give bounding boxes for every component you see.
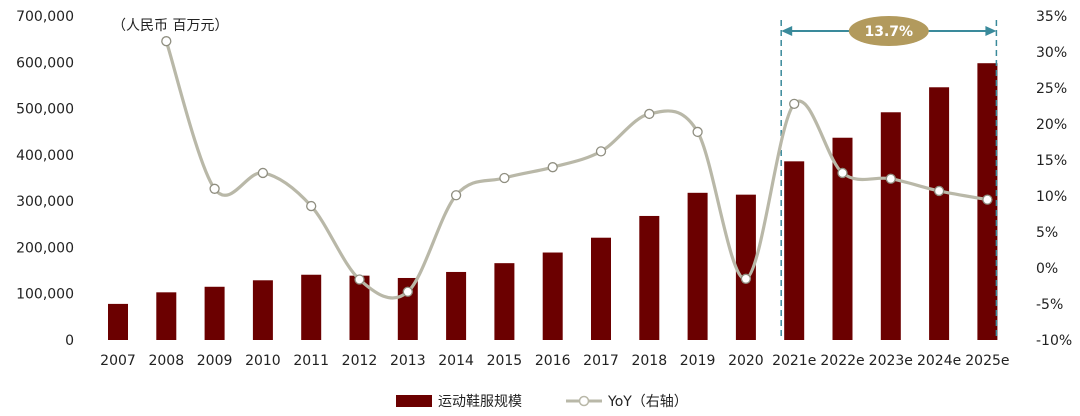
x-tick-label: 2018: [631, 353, 667, 369]
yoy-point: [885, 173, 896, 184]
yoy-point: [595, 146, 607, 157]
x-tick-label: 2007: [100, 353, 136, 369]
yoy-point: [161, 36, 172, 47]
right-axis: -10% -5% 0% 5% 10% 15% 20% 25% 30% 35%: [1036, 9, 1072, 349]
bar: [204, 286, 225, 340]
left-tick-label: 0: [65, 333, 74, 349]
yoy-point: [354, 274, 365, 285]
x-tick-label: 2025e: [965, 353, 1009, 369]
right-tick-label: 0%: [1036, 261, 1058, 277]
x-tick-label: 2008: [148, 353, 184, 369]
x-tick-label: 2021e: [772, 353, 816, 369]
x-tick-label: 2020: [728, 353, 764, 369]
bar: [494, 263, 515, 340]
x-tick-label: 2024e: [917, 353, 961, 369]
line-series: [161, 36, 993, 300]
x-tick-label: 2022e: [820, 353, 864, 369]
right-tick-label: -5%: [1036, 297, 1063, 313]
legend-line-marker: [578, 395, 590, 407]
right-tick-label: -10%: [1036, 333, 1072, 349]
bar: [880, 112, 901, 340]
annotation-badge-label: 13.7%: [865, 24, 914, 40]
yoy-point: [257, 167, 269, 179]
bar-series: [108, 63, 998, 341]
yoy-line: [164, 40, 988, 300]
bar: [639, 215, 660, 340]
yoy-point: [837, 167, 848, 179]
yoy-point: [499, 172, 510, 184]
bar: [542, 252, 563, 340]
yoy-point: [933, 185, 945, 197]
bar: [687, 192, 708, 340]
bar: [108, 303, 128, 340]
x-tick-label: 2014: [438, 353, 474, 369]
left-tick-label: 100,000: [16, 287, 74, 303]
x-tick-label: 2012: [342, 353, 378, 369]
left-axis: 0 100,000 200,000 300,000 400,000 500,000 600,…: [16, 9, 74, 349]
yoy-point: [450, 190, 462, 201]
yoy-point: [692, 126, 703, 138]
bar: [591, 237, 611, 340]
x-tick-label: 2011: [293, 353, 329, 369]
x-tick-label: 2023e: [869, 353, 913, 369]
x-tick-label: 2017: [583, 353, 619, 369]
legend: 运动鞋服规模 YoY（右轴）: [396, 394, 688, 410]
right-tick-label: 35%: [1036, 9, 1067, 25]
yoy-point: [644, 108, 655, 120]
left-tick-label: 500,000: [16, 102, 74, 118]
bar: [784, 161, 805, 340]
left-tick-label: 400,000: [16, 148, 74, 164]
bar: [735, 194, 756, 340]
left-tick-label: 700,000: [16, 9, 74, 25]
bar: [349, 275, 370, 340]
cagr-annotation: 13.7%: [780, 16, 998, 340]
yoy-point: [982, 194, 993, 205]
yoy-point: [547, 162, 558, 173]
x-tick-label: 2016: [535, 353, 571, 369]
left-tick-label: 300,000: [16, 194, 74, 210]
annotation-arrowhead-left: [781, 26, 793, 36]
unit-label: （人民币 百万元）: [112, 18, 228, 34]
right-tick-label: 15%: [1036, 153, 1067, 169]
yoy-point: [789, 98, 800, 109]
bar: [156, 292, 177, 340]
yoy-point: [209, 183, 220, 194]
bar: [832, 137, 853, 340]
x-tick-label: 2009: [197, 353, 233, 369]
yoy-point: [402, 286, 413, 297]
bar: [252, 280, 273, 340]
right-tick-label: 10%: [1036, 189, 1067, 205]
x-tick-label: 2015: [487, 353, 523, 369]
x-tick-label: 2010: [245, 353, 281, 369]
x-tick-label: 2019: [680, 353, 716, 369]
bar: [446, 271, 467, 340]
x-axis: 2007 2008 2009 2010 2011 2012 2013 2014 2015 2016…: [100, 353, 1009, 369]
yoy-point: [306, 200, 317, 212]
right-tick-label: 5%: [1036, 225, 1058, 241]
x-tick-label: 2013: [390, 353, 426, 369]
annotation-badge: [848, 16, 929, 46]
bar: [301, 274, 322, 340]
right-tick-label: 20%: [1036, 117, 1067, 133]
legend-line-label: YoY（右轴）: [607, 394, 688, 410]
legend-bar-label: 运动鞋服规模: [438, 394, 522, 410]
left-tick-label: 600,000: [16, 55, 74, 71]
right-tick-label: 25%: [1036, 81, 1067, 97]
yoy-point: [740, 273, 752, 284]
annotation-arrowhead-right: [985, 26, 997, 36]
left-tick-label: 200,000: [16, 240, 74, 256]
bar: [929, 87, 950, 340]
legend-bar-swatch: [396, 395, 432, 407]
right-tick-label: 30%: [1036, 45, 1067, 61]
